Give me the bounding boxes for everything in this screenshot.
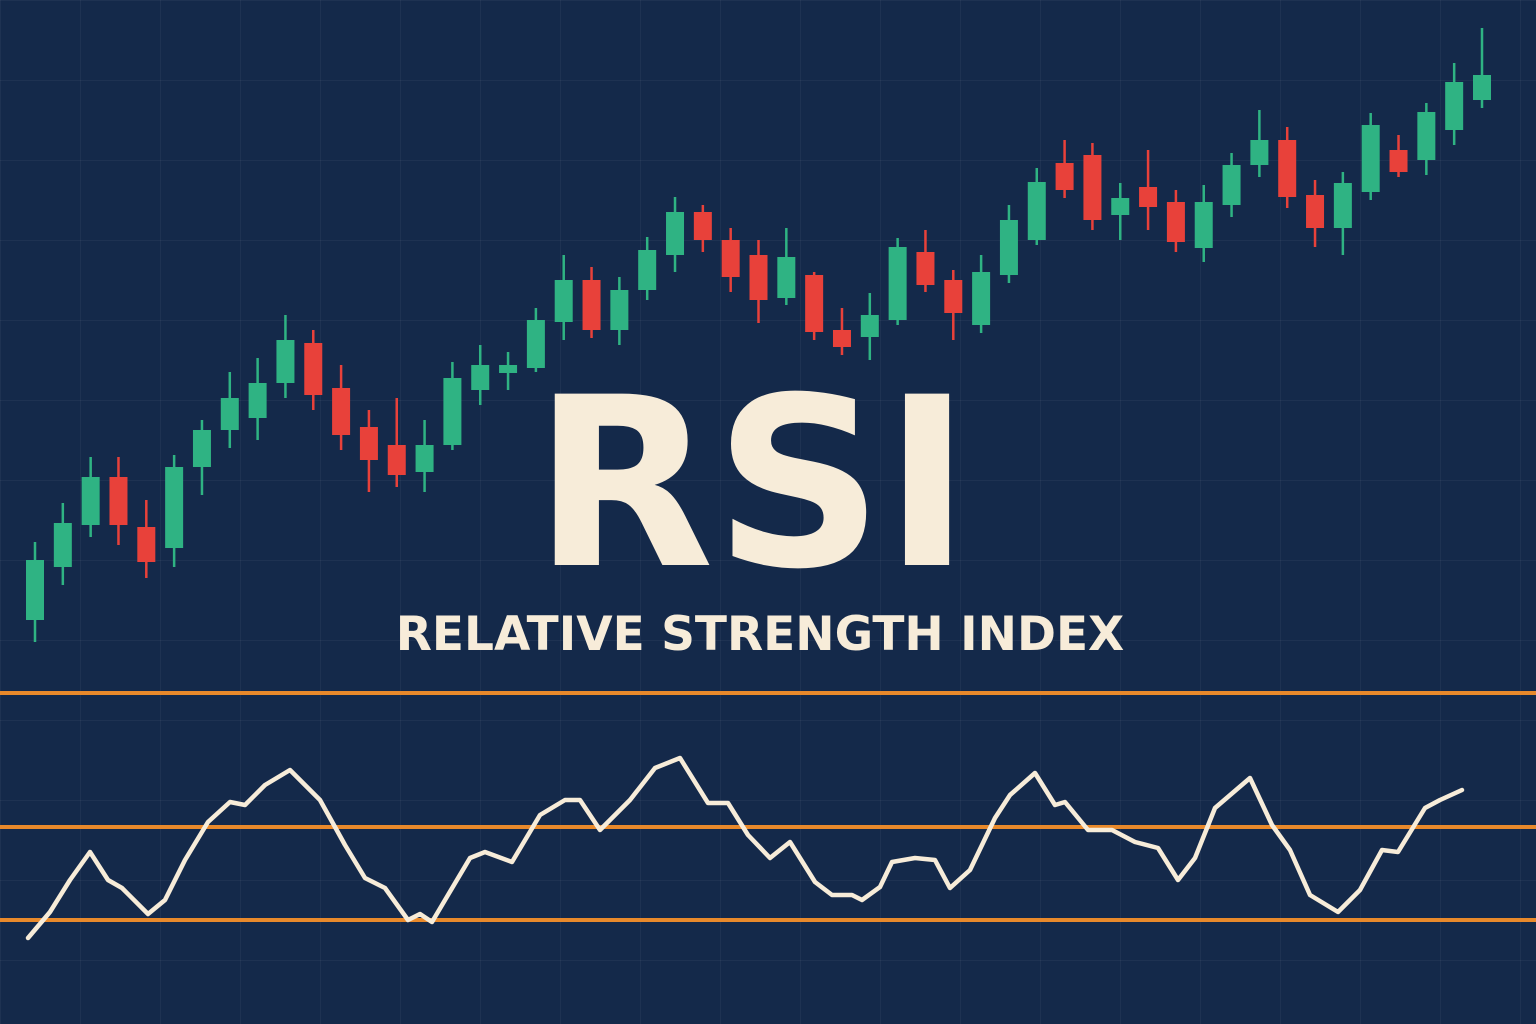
candle-body	[220, 398, 239, 430]
candle-body	[582, 280, 601, 330]
candle-body	[916, 252, 935, 285]
candle-body	[1278, 140, 1297, 197]
candle-body	[832, 330, 851, 347]
candle-body	[944, 280, 963, 313]
candle-body	[192, 430, 211, 467]
rsi-line	[25, 755, 1465, 941]
candle-body	[276, 340, 295, 383]
candle-body	[304, 343, 323, 395]
candle-body	[526, 320, 545, 368]
candle-body	[499, 365, 518, 373]
candle-body	[1361, 125, 1380, 192]
candle-body	[749, 255, 768, 300]
candle-body	[387, 445, 406, 475]
candle-body	[1194, 202, 1213, 248]
candle-body	[1083, 155, 1102, 220]
candle-body	[1222, 165, 1241, 205]
candle-body	[1055, 163, 1074, 190]
candle-body	[109, 477, 128, 525]
candle-body	[359, 427, 378, 460]
candle-body	[415, 445, 434, 472]
candle-body	[972, 272, 991, 325]
candle-body	[1250, 140, 1269, 165]
candle-body	[554, 280, 573, 322]
candle-body	[471, 365, 490, 390]
candle-body	[610, 290, 629, 330]
candle-body	[53, 523, 72, 567]
candle-body	[1445, 82, 1464, 130]
candle-body	[999, 220, 1018, 275]
candle-body	[693, 212, 712, 240]
candle-body	[1473, 75, 1491, 100]
candle-body	[1027, 182, 1046, 240]
candle-body	[1139, 187, 1158, 207]
candle-body	[1111, 198, 1130, 215]
candle-body	[26, 560, 44, 620]
chart-title: RSI	[533, 348, 971, 621]
candle-body	[332, 388, 351, 435]
candle-body	[805, 275, 824, 332]
candle-body	[888, 247, 907, 320]
candle-body	[638, 250, 657, 290]
candle-body	[721, 240, 740, 277]
candle-body	[165, 467, 184, 548]
candle-body	[1166, 202, 1185, 242]
candle-body	[81, 477, 100, 525]
candle-body	[443, 378, 462, 445]
candle-body	[1389, 150, 1408, 172]
candle-body	[137, 527, 156, 562]
candle-body	[248, 383, 267, 418]
candle-body	[666, 212, 685, 255]
candle-body	[860, 315, 879, 337]
candle-body	[1417, 112, 1436, 160]
candle-body	[1333, 183, 1352, 228]
candle-body	[1306, 195, 1325, 228]
chart-subtitle: RELATIVE STRENGTH INDEX	[396, 607, 1125, 662]
candle-body	[777, 257, 796, 298]
